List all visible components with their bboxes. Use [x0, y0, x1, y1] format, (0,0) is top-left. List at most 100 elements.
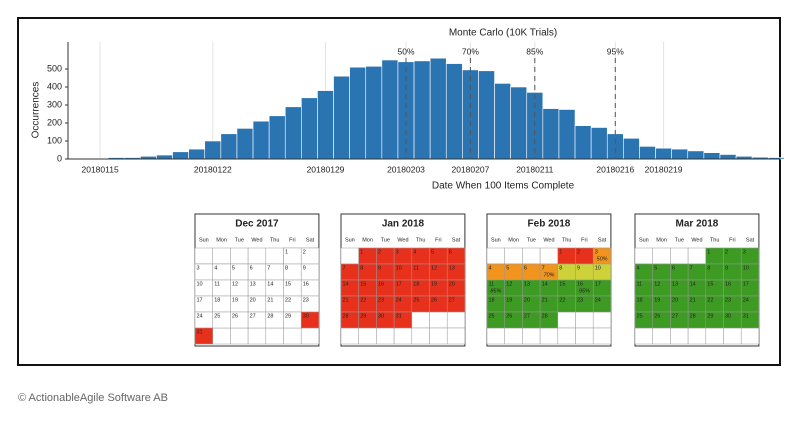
day-number: 16: [303, 281, 309, 287]
weekday-label: Fri: [289, 237, 295, 243]
day-number: 9: [725, 265, 728, 271]
calendar-cell: [247, 247, 267, 265]
day-number: 17: [197, 297, 203, 303]
calendar-title: Dec 2017: [235, 219, 279, 230]
weekday-label: Wed: [543, 237, 554, 243]
day-number: 14: [542, 281, 548, 287]
day-number: 6: [524, 265, 527, 271]
day-number: 27: [524, 313, 530, 319]
day-number: 29: [285, 313, 291, 319]
day-number: 8: [285, 265, 288, 271]
day-number: 19: [431, 281, 437, 287]
y-tick-label: 0: [57, 153, 62, 163]
calendar-cell: [504, 247, 523, 265]
bar: [413, 60, 431, 160]
day-label: 50%: [597, 256, 608, 262]
calendar-cell: [265, 327, 284, 345]
bar: [172, 151, 189, 160]
y-tick-label: 400: [47, 81, 62, 91]
weekday-label: Mon: [216, 237, 227, 243]
calendar-cell: [557, 311, 576, 329]
x-tick-label: 20180203: [387, 164, 425, 174]
weekday-label: Fri: [435, 237, 441, 243]
calendar-cell: [376, 327, 395, 345]
chart-title: Monte Carlo (10K Trials): [449, 28, 557, 39]
weekday-label: Sun: [639, 237, 649, 243]
calendar-title: Mar 2018: [676, 219, 719, 230]
calendar-cell: [557, 327, 576, 345]
day-number: 7: [267, 265, 270, 271]
day-number: 8: [707, 265, 710, 271]
day-number: 21: [690, 297, 696, 303]
bar: [349, 66, 367, 160]
weekday-label: Sat: [452, 237, 461, 243]
bar: [284, 106, 302, 160]
day-number: 20: [672, 297, 678, 303]
weekday-label: Wed: [251, 237, 262, 243]
day-number: 31: [197, 329, 203, 335]
day-number: 20: [250, 297, 256, 303]
y-tick-label: 200: [47, 117, 62, 127]
x-tick-label: 20180207: [451, 164, 489, 174]
bar: [381, 59, 399, 160]
calendar-cell: [446, 311, 466, 329]
bar: [639, 146, 656, 160]
x-tick-label: 20180122: [194, 164, 232, 174]
day-number: 30: [725, 313, 731, 319]
bar: [655, 147, 672, 160]
calendar-cell: [592, 327, 612, 345]
weekday-label: Sat: [746, 237, 755, 243]
day-number: 8: [360, 265, 363, 271]
calendar-cell: [634, 247, 653, 265]
y-axis-label: Occurrences: [31, 82, 42, 139]
bar: [687, 150, 705, 160]
day-number: 30: [303, 313, 309, 319]
calendar-cell: [670, 247, 689, 265]
day-number: 1: [360, 249, 363, 255]
day-cell: [300, 311, 320, 329]
bar: [429, 57, 447, 160]
day-number: 12: [506, 281, 512, 287]
day-label: 95%: [579, 288, 590, 294]
day-number: 6: [250, 265, 253, 271]
weekday-label: Thu: [416, 237, 425, 243]
x-tick-label: 20180129: [307, 164, 345, 174]
calendar-cell: [212, 327, 231, 345]
weekday-label: Tue: [381, 237, 390, 243]
day-number: 5: [654, 265, 657, 271]
x-tick-label: 20180211: [516, 164, 553, 174]
weekday-label: Thu: [562, 237, 571, 243]
calendar-cell: [575, 327, 594, 345]
day-number: 21: [267, 297, 273, 303]
day-number: 14: [690, 281, 696, 287]
day-number: 29: [360, 313, 366, 319]
weekday-label: Tue: [235, 237, 244, 243]
calendar-cell: [486, 327, 505, 345]
day-number: 26: [232, 313, 238, 319]
weekday-label: Sun: [345, 237, 355, 243]
day-number: 12: [654, 281, 660, 287]
bar: [204, 140, 222, 160]
day-number: 10: [197, 281, 203, 287]
day-number: 3: [197, 265, 200, 271]
day-number: 15: [559, 281, 565, 287]
calendar-cell: [486, 247, 505, 265]
calendar-cell: [592, 311, 612, 329]
day-number: 26: [506, 313, 512, 319]
day-number: 12: [431, 265, 437, 271]
x-tick-label: 20180216: [596, 164, 634, 174]
calendar-cell: [230, 247, 249, 265]
calendar-cell: [247, 327, 267, 345]
day-number: 13: [250, 281, 256, 287]
calendar-cell: [687, 327, 707, 345]
calendar-cell: [340, 247, 359, 265]
day-number: 16: [378, 281, 384, 287]
day-number: 2: [378, 249, 381, 255]
calendar-cell: [539, 327, 559, 345]
day-number: 12: [232, 281, 238, 287]
calendar-cell: [740, 327, 760, 345]
day-number: 14: [343, 281, 349, 287]
weekday-label: Mon: [656, 237, 667, 243]
calendar-cell: [340, 327, 359, 345]
